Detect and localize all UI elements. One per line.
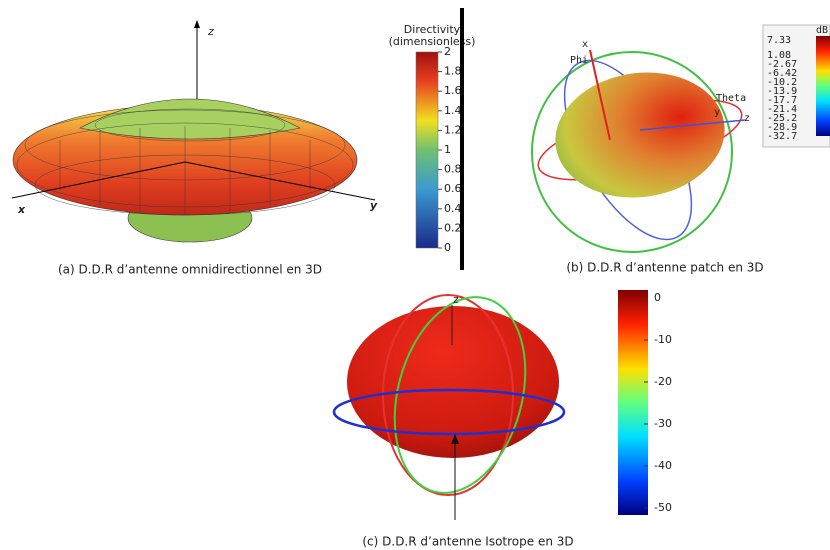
colorbar-tick-label: 0 [654, 291, 661, 304]
colorbar-ticks: 0 -10 -20 -30 -40 -50 [644, 291, 672, 514]
ring [393, 296, 527, 494]
colorbar [415, 51, 439, 249]
colorbar-tick-label: -2.67 [767, 59, 797, 70]
colorbar-tick-label: 1.4 [444, 104, 462, 117]
colorbar-tick-label: -30 [654, 417, 672, 430]
caption: (a) D.D.R d’antenne omnidirectionnel en … [58, 263, 322, 277]
colorbar-tick-label: 1 [444, 143, 451, 156]
colorbar-tick-label: -10.2 [767, 77, 797, 88]
ring [332, 388, 566, 436]
colorbar-tick-label: 0.6 [444, 182, 462, 195]
colorbar-tick-label: -17.7 [767, 95, 797, 106]
colorbar-title: Directivity [404, 23, 461, 36]
arrow-head [451, 434, 459, 444]
colorbar-tick-label: 1.08 [767, 50, 791, 61]
mesh [16, 108, 354, 216]
colorbar-tick-label: 0 [444, 241, 451, 254]
axis [589, 49, 611, 141]
colorbar-tick-label: -13.9 [767, 86, 797, 97]
colorbar-tick-label: -21.4 [767, 104, 797, 115]
x-axis [11, 161, 186, 199]
axis-label: z [453, 293, 459, 306]
caption: (b) D.D.R d’antenne patch en 3D [566, 261, 763, 275]
colorbar-tick-label: 0.4 [444, 202, 462, 215]
axis-label: x [582, 39, 588, 50]
colorbar-tick-label: 0.8 [444, 163, 462, 176]
colorbar-tick-label: -32.7 [767, 131, 797, 142]
axis [639, 119, 746, 131]
panel-a: z x y Directivity (dimensionless) 0 0.2 0.… [11, 20, 476, 277]
colorbar-tick-label: -28.9 [767, 122, 797, 133]
colorbar-title: (dimensionless) [389, 35, 476, 48]
colorbar-tick-label: 0.2 [444, 221, 462, 234]
colorbar-unit: dB [816, 25, 828, 36]
colorbar [618, 290, 648, 515]
colorbar-tick-label: 2 [444, 45, 451, 58]
caption: (c) D.D.R d’antenne Isotrope en 3D [362, 535, 573, 549]
colorbar-tick-label: 7.33 [767, 35, 791, 46]
colorbar-tick-label: 1.6 [444, 84, 462, 97]
axis-label: x [17, 203, 26, 216]
colorbar-tick-label: 1.2 [444, 123, 462, 136]
colorbar-tick-label: -6.42 [767, 68, 797, 79]
colorbar-tick-label: -40 [654, 459, 672, 472]
colorbar-tick-label: -50 [654, 501, 672, 514]
ring [531, 51, 733, 253]
axis-label: y [714, 107, 720, 118]
lobe [79, 98, 301, 140]
colorbar-tick-label: -20 [654, 375, 672, 388]
colorbar [816, 36, 830, 136]
arrow-head [194, 20, 200, 28]
axis-label: z [207, 25, 214, 38]
colorbar-ticks: 7.331.08-2.67-6.42-10.2-13.9-17.7-21.4-2… [767, 35, 797, 142]
colorbar-tick-label: 1.8 [444, 65, 462, 78]
colorbar-ticks: 0 0.2 0.4 0.6 0.8 1 1.2 1.4 1.6 1.8 2 [438, 45, 462, 254]
axis-label: z [744, 113, 750, 124]
axis-label: Phi [570, 55, 588, 66]
y-axis [184, 161, 376, 201]
panel-c: z 0 -10 -20 -30 -40 -50 (c) D.D.R d’antenne I… [332, 290, 672, 549]
lobe [347, 306, 559, 458]
axis-label: y [370, 199, 378, 212]
colorbar-tick-label: -10 [654, 333, 672, 346]
panel-b: x Phi Theta y z dB 7.33 1.08-2.67-6.42-10… [531, 24, 830, 275]
colorbar-tick-label: -25.2 [767, 113, 797, 124]
lobe [555, 72, 725, 198]
axis-label: Theta [716, 93, 746, 104]
